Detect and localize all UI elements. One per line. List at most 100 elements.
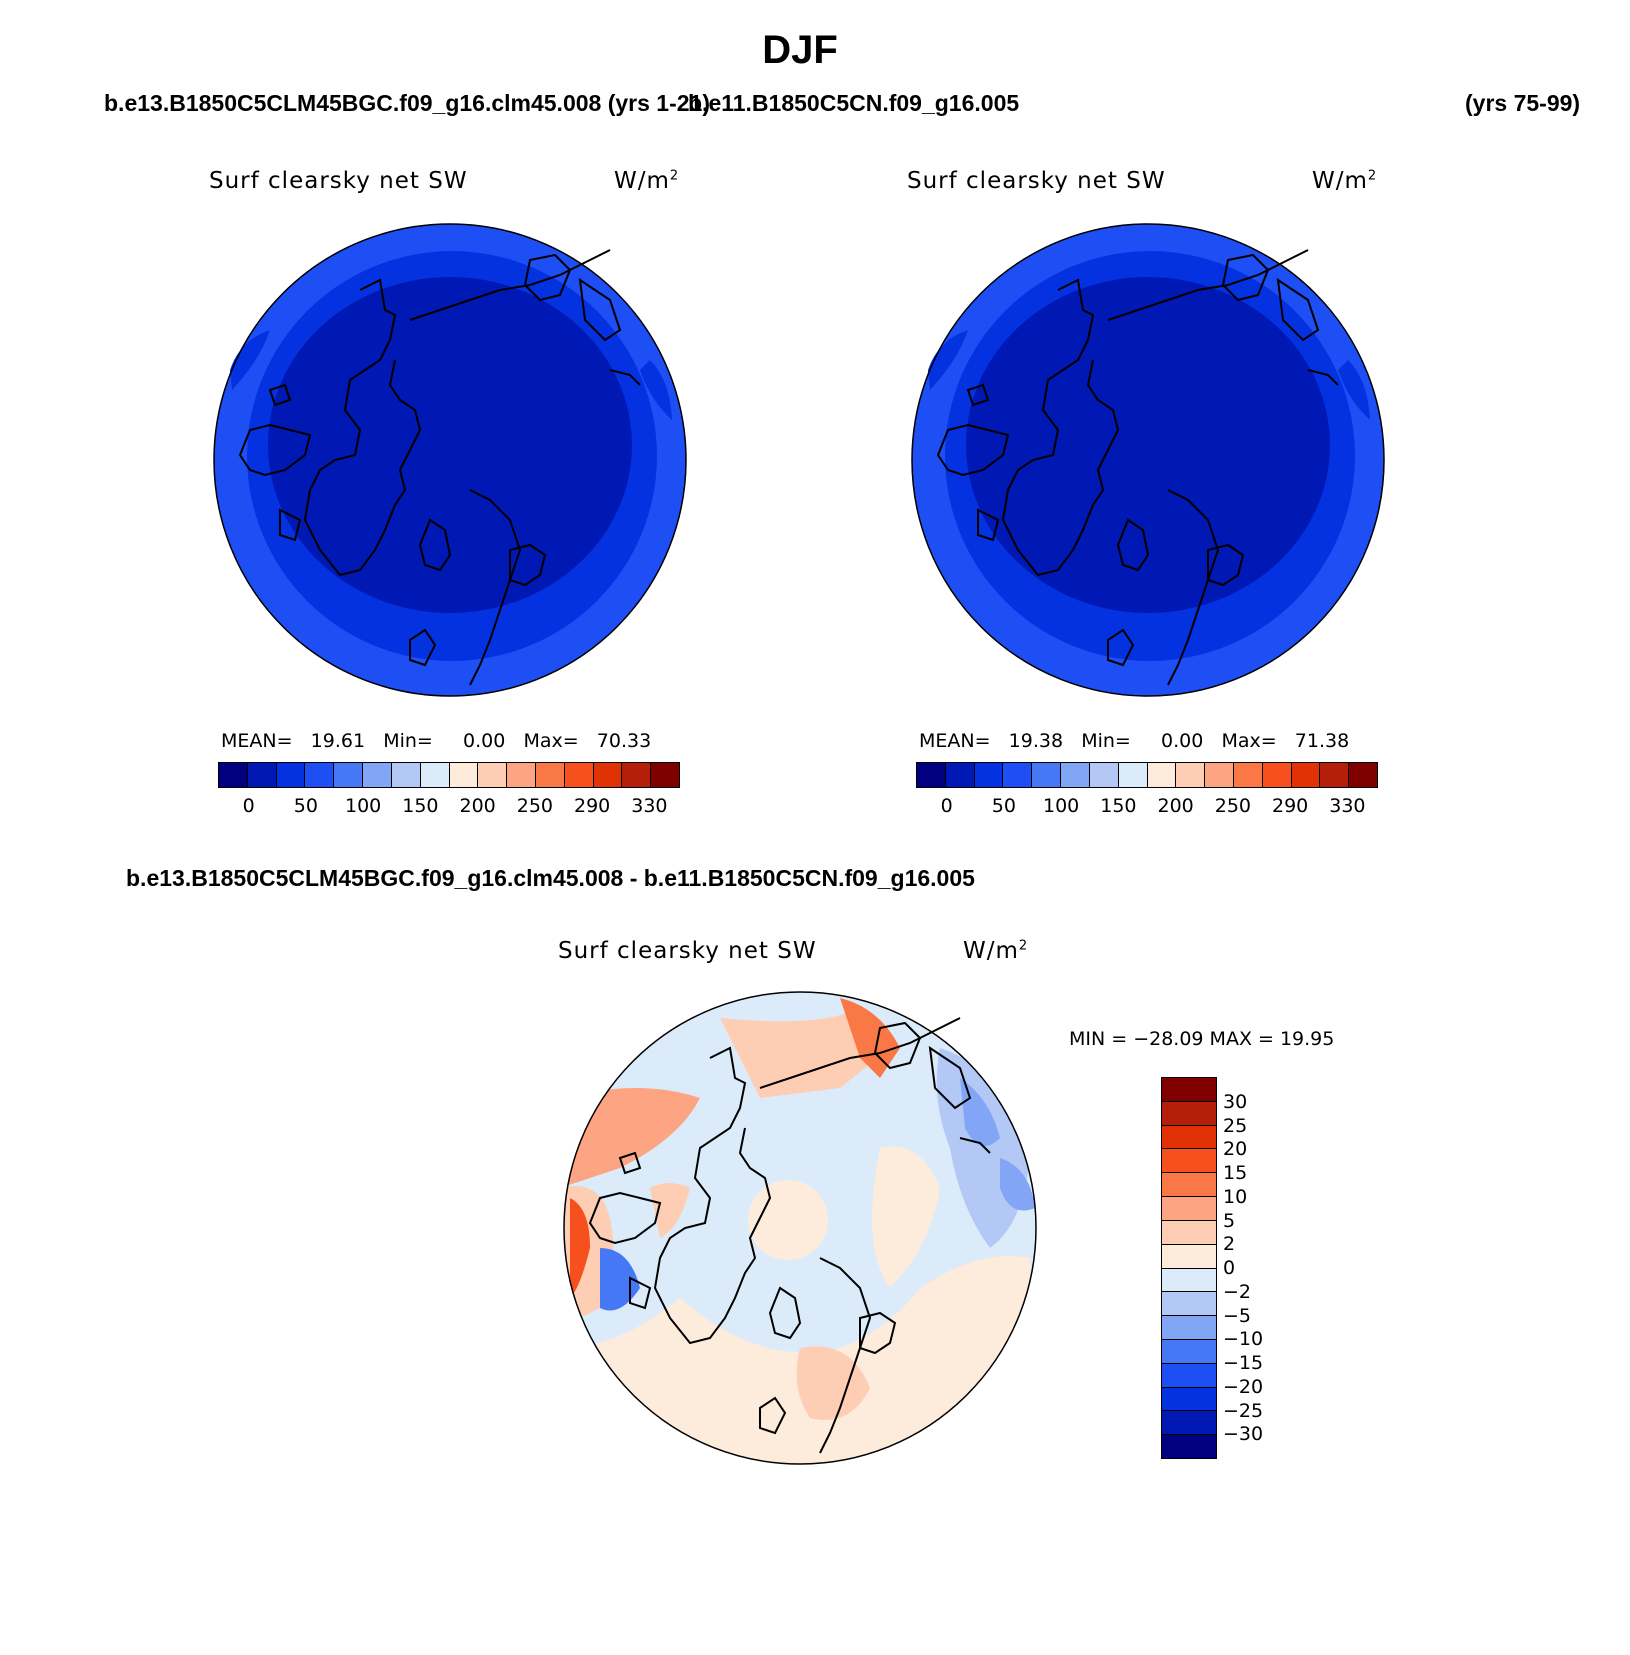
colorbar-swatch [917, 763, 946, 787]
colorbar-swatch [1003, 763, 1033, 787]
colorbar-swatch [247, 763, 277, 787]
colorbar-tick-label: 50 [991, 795, 1016, 817]
colorbar-swatch [305, 763, 335, 787]
panel1-colorbar [218, 762, 680, 788]
case2-header: b.e11.B1850C5CN.f09_g16.005 [688, 90, 1020, 116]
colorbar-tick-label: 0 [242, 795, 255, 817]
colorbar-swatch [564, 763, 594, 787]
diff-colorbar [1161, 1077, 1217, 1459]
map-diff-coastlines [588, 1017, 991, 1454]
colorbar-tick-label: 100 [344, 795, 382, 817]
colorbar-tick-label: 10 [1223, 1185, 1248, 1208]
colorbar-tick-label: 30 [1223, 1090, 1248, 1113]
colorbar-tick-label: −2 [1223, 1280, 1252, 1303]
colorbar-tick-label: −20 [1223, 1375, 1264, 1398]
colorbar-tick-label: 250 [516, 795, 554, 817]
colorbar-tick-label: 15 [1223, 1162, 1248, 1184]
panel1-units: W/m2 [614, 168, 680, 194]
diff-minmax: MIN = −28.09 MAX = 19.95 [1069, 1028, 1335, 1050]
colorbar-tick-label: 150 [402, 795, 439, 817]
colorbar-swatch [1291, 763, 1321, 787]
colorbar-tick-label: 150 [1100, 795, 1137, 817]
colorbar-swatch [1262, 763, 1292, 787]
colorbar-swatch [449, 763, 479, 787]
colorbar-swatch [1162, 1411, 1216, 1436]
colorbar-tick-label: −25 [1223, 1399, 1264, 1422]
colorbar-swatch [1162, 1101, 1216, 1126]
colorbar-swatch [1162, 1244, 1216, 1269]
map-panel1-coastlines [238, 249, 641, 686]
colorbar-swatch [1162, 1339, 1216, 1364]
colorbar-swatch [1162, 1078, 1216, 1102]
colorbar-tick-label: 25 [1223, 1114, 1248, 1137]
colorbar-swatch [1162, 1363, 1216, 1388]
colorbar-swatch [1162, 1435, 1216, 1458]
colorbar-swatch [1089, 763, 1119, 787]
colorbar-swatch [1349, 763, 1377, 787]
colorbar-swatch [1176, 763, 1206, 787]
colorbar-swatch [1032, 763, 1062, 787]
panel2-colorbar [916, 762, 1378, 788]
colorbar-swatch [593, 763, 623, 787]
map-panel2-coastlines [936, 249, 1339, 686]
colorbar-tick-label: −30 [1223, 1423, 1264, 1446]
colorbar-swatch [535, 763, 565, 787]
colorbar-tick-label: −15 [1223, 1352, 1264, 1374]
colorbar-tick-label: 290 [573, 795, 611, 817]
page-title: DJF [762, 28, 838, 72]
colorbar-swatch [1162, 1197, 1216, 1221]
panel1-stats: MEAN= 19.61 Min= 0.00 Max= 70.33 [221, 730, 652, 752]
colorbar-swatch [334, 763, 364, 787]
colorbar-swatch [1205, 763, 1234, 787]
colorbar-swatch [420, 763, 450, 787]
colorbar-swatch [1162, 1387, 1216, 1412]
colorbar-swatch [1233, 763, 1263, 787]
colorbar-tick-label: 290 [1271, 795, 1309, 817]
colorbar-tick-label: 200 [459, 795, 496, 817]
panel2-stats: MEAN= 19.38 Min= 0.00 Max= 71.38 [919, 730, 1350, 752]
case1-header: b.e13.B1850C5CLM45BGC.f09_g16.clm45.008 … [104, 90, 710, 116]
colorbar-swatch [219, 763, 248, 787]
colorbar-swatch [974, 763, 1004, 787]
colorbar-swatch [478, 763, 508, 787]
map-diff [563, 991, 1037, 1465]
colorbar-tick-label: 0 [940, 795, 953, 817]
colorbar-tick-label: −10 [1223, 1328, 1264, 1351]
colorbar-swatch [276, 763, 306, 787]
colorbar-tick-label: 250 [1214, 795, 1252, 817]
panel2-units: W/m2 [1312, 168, 1378, 194]
case2-years: (yrs 75-99) [1465, 90, 1581, 116]
panel2-variable-label: Surf clearsky net SW [907, 168, 1166, 194]
colorbar-tick-label: 0 [1223, 1257, 1236, 1279]
colorbar-tick-label: 100 [1042, 795, 1080, 817]
colorbar-swatch [1162, 1173, 1216, 1198]
colorbar-tick-label: 50 [293, 795, 318, 817]
colorbar-swatch [1061, 763, 1090, 787]
colorbar-swatch [363, 763, 392, 787]
colorbar-tick-label: 5 [1223, 1209, 1236, 1232]
colorbar-swatch [1320, 763, 1350, 787]
colorbar-tick-label: −5 [1223, 1304, 1252, 1327]
diff-header: b.e13.B1850C5CLM45BGC.f09_g16.clm45.008 … [126, 865, 975, 891]
colorbar-tick-label: 200 [1157, 795, 1194, 817]
colorbar-swatch [391, 763, 421, 787]
diff-units: W/m2 [963, 938, 1029, 964]
colorbar-swatch [1162, 1316, 1216, 1340]
colorbar-swatch [651, 763, 679, 787]
colorbar-swatch [1162, 1149, 1216, 1174]
colorbar-swatch [1118, 763, 1148, 787]
colorbar-tick-label: 2 [1223, 1233, 1236, 1256]
colorbar-tick-label: 20 [1223, 1138, 1248, 1161]
colorbar-swatch [622, 763, 652, 787]
map-panel1 [213, 223, 687, 697]
colorbar-swatch [1162, 1268, 1216, 1293]
colorbar-swatch [1162, 1220, 1216, 1245]
colorbar-swatch [945, 763, 975, 787]
colorbar-swatch [507, 763, 536, 787]
colorbar-tick-label: 330 [631, 795, 668, 817]
colorbar-swatch [1162, 1125, 1216, 1150]
colorbar-swatch [1162, 1292, 1216, 1317]
colorbar-swatch [1147, 763, 1177, 787]
map-panel2 [911, 223, 1385, 697]
colorbar-tick-label: 330 [1329, 795, 1366, 817]
